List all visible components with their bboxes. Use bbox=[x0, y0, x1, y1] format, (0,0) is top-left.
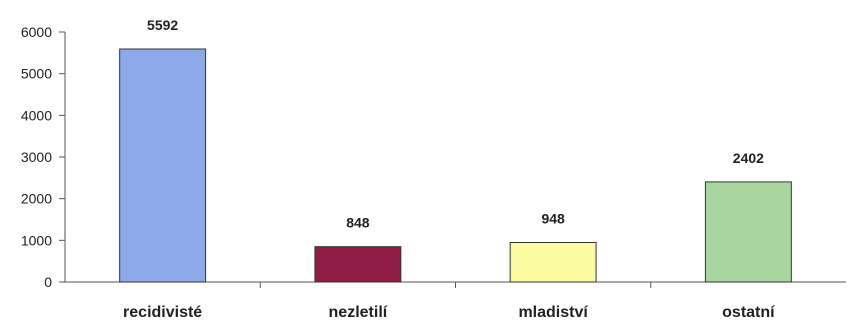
data-label: 948 bbox=[541, 211, 565, 227]
data-label: 2402 bbox=[733, 150, 764, 166]
y-tick-label: 2000 bbox=[21, 191, 52, 207]
data-label: 848 bbox=[346, 215, 370, 231]
x-axis: recidivisté nezletilí mladiství ostatní bbox=[65, 281, 846, 320]
x-category-label: nezletilí bbox=[329, 304, 388, 320]
bar-0 bbox=[119, 48, 207, 283]
y-tick-label: 3000 bbox=[21, 149, 52, 165]
y-tick-label: 4000 bbox=[21, 107, 52, 123]
x-category-label: mladiství bbox=[518, 304, 588, 320]
data-labels: 5592 848 948 2402 bbox=[147, 17, 764, 231]
data-label: 5592 bbox=[147, 17, 178, 33]
bars bbox=[119, 48, 792, 283]
y-tick-label: 6000 bbox=[21, 24, 52, 40]
y-tick-label: 0 bbox=[44, 274, 52, 290]
bar-3 bbox=[704, 181, 792, 283]
y-tick-label: 1000 bbox=[21, 232, 52, 248]
bar-2 bbox=[509, 242, 597, 283]
y-tick-label: 5000 bbox=[21, 66, 52, 82]
x-category-label: ostatní bbox=[722, 304, 775, 320]
y-axis: 0 1000 2000 3000 4000 5000 6000 bbox=[21, 24, 66, 290]
x-category-label: recidivisté bbox=[123, 304, 202, 320]
bar-1 bbox=[314, 246, 402, 283]
